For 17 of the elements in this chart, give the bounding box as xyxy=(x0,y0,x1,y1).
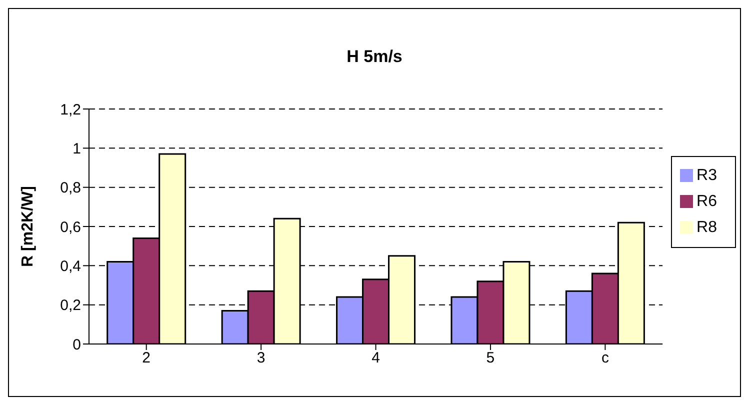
x-tick-label: 4 xyxy=(372,350,380,367)
legend-label: R8 xyxy=(696,218,717,236)
y-tick-label: 0 xyxy=(72,336,81,354)
y-tick-label: 0,2 xyxy=(60,297,81,314)
chart-title: H 5m/s xyxy=(346,47,404,67)
y-tick-label: 0,8 xyxy=(60,180,81,197)
y-tick-label: 1,2 xyxy=(60,101,81,118)
x-tick-label: 5 xyxy=(486,350,495,367)
x-tick-label: c xyxy=(601,350,610,367)
x-tick-label: 2 xyxy=(142,350,151,367)
y-tick-label: 0,6 xyxy=(60,218,81,236)
y-tick-label: 1 xyxy=(72,140,81,158)
legend-label: R6 xyxy=(696,192,717,210)
x-tick-label: 3 xyxy=(256,350,266,367)
y-axis-title: R [m2K/W] xyxy=(20,186,37,267)
legend-label: R3 xyxy=(696,166,717,184)
y-tick-label: 0,4 xyxy=(60,258,81,275)
